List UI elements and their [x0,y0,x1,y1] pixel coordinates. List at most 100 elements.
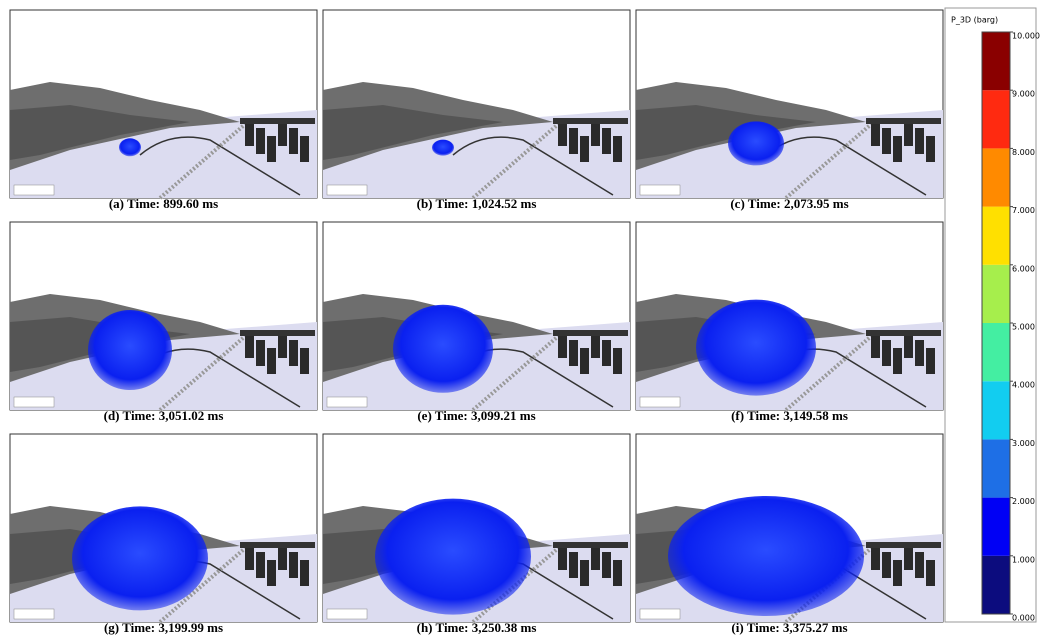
color-band [982,265,1010,323]
building [553,118,628,124]
simulation-panel [10,434,317,622]
simulation-panel [636,10,943,198]
tick-label: 8.000 [1012,148,1035,157]
simulation-panel [10,10,317,198]
color-band [982,556,1010,614]
pressure-cloud [119,138,141,156]
building [602,128,611,154]
building [267,560,276,586]
pressure-cloud [375,499,531,615]
building [926,560,935,586]
info-box [640,397,680,407]
color-band [982,32,1010,90]
info-box [14,185,54,195]
panel-caption: (f) Time: 3,149.58 ms [731,408,848,423]
building [926,348,935,374]
building [569,340,578,366]
building [580,560,589,586]
building [866,542,941,548]
simulation-panel [636,222,943,410]
tick-label: 2.000 [1012,497,1035,506]
pressure-cloud [696,300,816,396]
color-band [982,148,1010,206]
tick-label: 4.000 [1012,381,1035,390]
tick-label: 0.000 [1012,614,1035,623]
page: P_3D (barg) (a) Time: 899.60 ms (b) Time:… [0,0,1040,644]
panel-caption: (d) Time: 3,051.02 ms [104,408,224,423]
simulation-panel [323,10,630,198]
color-band [982,90,1010,148]
info-box [327,185,367,195]
building [893,348,902,374]
building [553,330,628,336]
building [256,340,265,366]
panel-caption: (c) Time: 2,073.95 ms [730,196,848,211]
building [240,330,315,336]
panel-caption: (a) Time: 899.60 ms [109,196,218,211]
tick-label: 3.000 [1012,439,1035,448]
simulation-panel [10,222,317,410]
building [240,542,315,548]
tick-label: 6.000 [1012,264,1035,273]
info-box [327,397,367,407]
building [267,348,276,374]
building [613,136,622,162]
pressure-cloud [72,506,208,610]
building [602,340,611,366]
tick-label: 10.000 [1012,32,1040,41]
info-box [14,609,54,619]
building [569,128,578,154]
pressure-cloud [728,121,784,165]
building [893,136,902,162]
color-band [982,207,1010,265]
building [882,128,891,154]
building [300,136,309,162]
building [915,552,924,578]
building [882,340,891,366]
building [289,340,298,366]
color-band [982,439,1010,497]
building [866,118,941,124]
panel-caption: (g) Time: 3,199.99 ms [104,620,223,635]
building [300,560,309,586]
building [580,136,589,162]
info-box [327,609,367,619]
tick-label: 9.000 [1012,90,1035,99]
colorbar-title: P_3D (barg) [951,16,998,25]
building [926,136,935,162]
color-band [982,498,1010,556]
building [893,560,902,586]
figure: P_3D (barg) (a) Time: 899.60 ms (b) Time:… [0,0,1040,644]
simulation-panel [323,434,630,622]
building [613,560,622,586]
info-box [14,397,54,407]
tick-label: 7.000 [1012,206,1035,215]
simulation-panel [323,222,630,410]
building [240,118,315,124]
tick-label: 5.000 [1012,323,1035,332]
building [613,348,622,374]
info-box [640,185,680,195]
building [580,348,589,374]
panel-caption: (e) Time: 3,099.21 ms [417,408,535,423]
building [289,128,298,154]
building [602,552,611,578]
panel-caption: (h) Time: 3,250.38 ms [417,620,537,635]
panel-caption: (b) Time: 1,024.52 ms [417,196,537,211]
color-band [982,323,1010,381]
building [289,552,298,578]
building [866,330,941,336]
building [915,128,924,154]
pressure-cloud [668,496,864,616]
info-box [640,609,680,619]
tick-label: 1.000 [1012,555,1035,564]
building [256,128,265,154]
building [300,348,309,374]
building [882,552,891,578]
building [569,552,578,578]
pressure-cloud [393,305,493,393]
panel-caption: (i) Time: 3,375.27 ms [731,620,847,635]
pressure-cloud [432,140,454,156]
color-band [982,381,1010,439]
building [553,542,628,548]
